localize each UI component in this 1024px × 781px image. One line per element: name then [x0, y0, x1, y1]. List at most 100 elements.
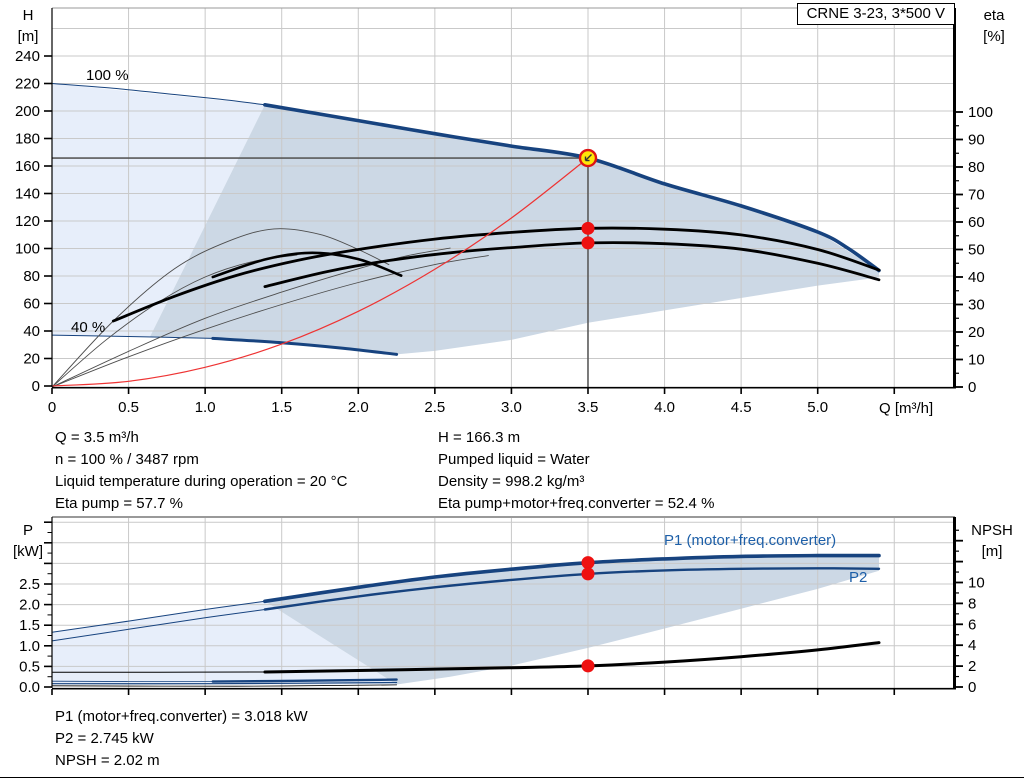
p-axis-title: P [kW]: [6, 520, 50, 562]
duty-annotations-left: Q = 3.5 m³/h n = 100 % / 3487 rpm Liquid…: [55, 427, 347, 515]
top-tick-label-right: 100: [968, 104, 993, 121]
top-tick-label-left: 60: [23, 296, 40, 313]
annotation-eta-total: Eta pump+motor+freq.converter = 52.4 %: [438, 495, 715, 512]
top-qh-100: [263, 103, 881, 273]
top-tick-label-x: 3.0: [501, 399, 522, 416]
top-duty-point-arrow: [584, 154, 592, 162]
bottom-tick-label-left: 1.5: [19, 617, 40, 634]
bottom-tick-label-left: 0.5: [19, 658, 40, 675]
top-tick-label-right: 20: [968, 324, 985, 341]
top-tick-label-x: 0.5: [118, 399, 139, 416]
h-axis-title: H [m]: [8, 5, 48, 47]
top-tick-label-x: 2.0: [348, 399, 369, 416]
bottom-p2-40: [51, 681, 398, 685]
top-speed-range-low: [52, 83, 265, 337]
top-qh-40: [211, 336, 399, 356]
bottom-p2-100-thin: [51, 609, 266, 642]
duty-annotations-right: H = 166.3 m Pumped liquid = Water Densit…: [438, 427, 714, 515]
top-system-curve: [51, 157, 589, 387]
top-tick-label-right: 90: [968, 132, 985, 149]
annotation-p1: P1 (motor+freq.converter) = 3.018 kW: [55, 708, 308, 725]
bottom-tick-label-left: 0.0: [19, 679, 40, 696]
top-qh-100-thin: [51, 83, 266, 106]
bottom-divider: [0, 777, 1024, 778]
h-axis-symbol: H: [22, 7, 34, 24]
top-eta-speed-arc-d: [51, 254, 298, 388]
annotation-p2: P2 = 2.745 kW: [55, 730, 154, 747]
annotation-liquid: Pumped liquid = Water: [438, 451, 590, 468]
top-tick-label-left: 200: [15, 103, 40, 120]
top-tick-label-x: 2.5: [424, 399, 445, 416]
top-tick-label-left: 100: [15, 241, 40, 258]
bottom-tick-label-right: 2: [968, 658, 976, 675]
top-operating-envelope: [150, 104, 879, 355]
bottom-p1-point: [581, 556, 595, 570]
top-tick-label-x: 4.0: [654, 399, 675, 416]
top-eta-speed-arc-c: [51, 255, 489, 388]
top-tick-label-x: 3.5: [578, 399, 599, 416]
annotation-head: H = 166.3 m: [438, 429, 521, 446]
top-tick-label-right: 50: [968, 242, 985, 259]
bottom-npsh-point: [581, 659, 595, 673]
q-axis-title: Q [m³/h]: [879, 400, 934, 417]
npsh-axis-title: NPSH [m]: [963, 520, 1021, 562]
top-tick-label-left: 0: [32, 378, 40, 395]
annotation-eta-pump: Eta pump = 57.7 %: [55, 495, 183, 512]
bottom-power-envelope: [264, 555, 879, 685]
top-tick-label-right: 0: [968, 379, 976, 396]
top-tick-label-left: 40: [23, 323, 40, 340]
bottom-tick-label-right: 10: [968, 575, 985, 592]
annotation-speed: n = 100 % / 3487 rpm: [55, 451, 199, 468]
eta-axis-symbol: eta: [983, 7, 1005, 24]
bottom-tick-label-right: 4: [968, 637, 976, 654]
eta-axis-title: eta [%]: [968, 5, 1020, 47]
top-tick-label-right: 10: [968, 352, 985, 369]
top-tick-label-right: 40: [968, 269, 985, 286]
top-tick-label-left: 120: [15, 213, 40, 230]
annotation-q: Q = 3.5 m³/h: [55, 429, 139, 446]
bottom-tick-label-right: 0: [968, 679, 976, 696]
top-eta-pump-motor-freq: [263, 241, 881, 288]
annotation-density: Density = 998.2 kg/m³: [438, 473, 585, 490]
top-tick-label-right: 60: [968, 214, 985, 231]
h-axis-unit: [m]: [17, 28, 39, 45]
top-eta-pump-point: [581, 221, 595, 235]
pump-title-box: CRNE 3-23, 3*500 V: [796, 3, 955, 25]
bottom-p1-100-thin: [51, 600, 266, 633]
top-tick-label-left: 140: [15, 186, 40, 203]
power-annotations: P1 (motor+freq.converter) = 3.018 kW P2 …: [55, 706, 308, 772]
top-speed-100-label: 100 %: [86, 67, 129, 84]
top-eta-pump: [111, 226, 881, 323]
top-tick-label-x: 5.0: [807, 399, 828, 416]
annotation-temperature: Liquid temperature during operation = 20…: [55, 473, 348, 490]
top-tick-label-x: 1.5: [271, 399, 292, 416]
p-axis-unit: [kW]: [13, 543, 43, 560]
top-qh-40-thin: [51, 334, 214, 339]
bottom-p1-curve-label: P1 (motor+freq.converter): [664, 532, 836, 549]
bottom-tick-label-left: 1.0: [19, 638, 40, 655]
annotation-npsh: NPSH = 2.02 m: [55, 752, 160, 769]
bottom-tick-label-right: 8: [968, 595, 976, 612]
bottom-power-range-low: [52, 601, 397, 685]
bottom-tick-label-right: 6: [968, 616, 976, 633]
top-tick-label-left: 180: [15, 131, 40, 148]
top-speed-40-label: 40 %: [71, 319, 105, 336]
eta-axis-unit: [%]: [983, 28, 1005, 45]
top-eta-speed-arc-b: [51, 247, 451, 388]
top-tick-label-left: 80: [23, 268, 40, 285]
bottom-p1-40: [211, 678, 398, 683]
bottom-tick-label-left: 2.5: [19, 576, 40, 593]
top-eta-total-point: [581, 236, 595, 250]
top-tick-label-left: 160: [15, 158, 40, 175]
top-tick-label-left: 240: [15, 48, 40, 65]
top-tick-label-right: 80: [968, 159, 985, 176]
bottom-p-low-line: [51, 684, 397, 687]
bottom-p2-point: [581, 567, 595, 581]
p-axis-symbol: P: [22, 522, 33, 539]
bottom-tick-label-left: 2.0: [19, 597, 40, 614]
npsh-axis-symbol: NPSH: [971, 522, 1013, 539]
npsh-axis-unit: [m]: [981, 543, 1003, 560]
bottom-p2-curve-label: P2: [849, 569, 867, 586]
top-tick-label-right: 70: [968, 187, 985, 204]
